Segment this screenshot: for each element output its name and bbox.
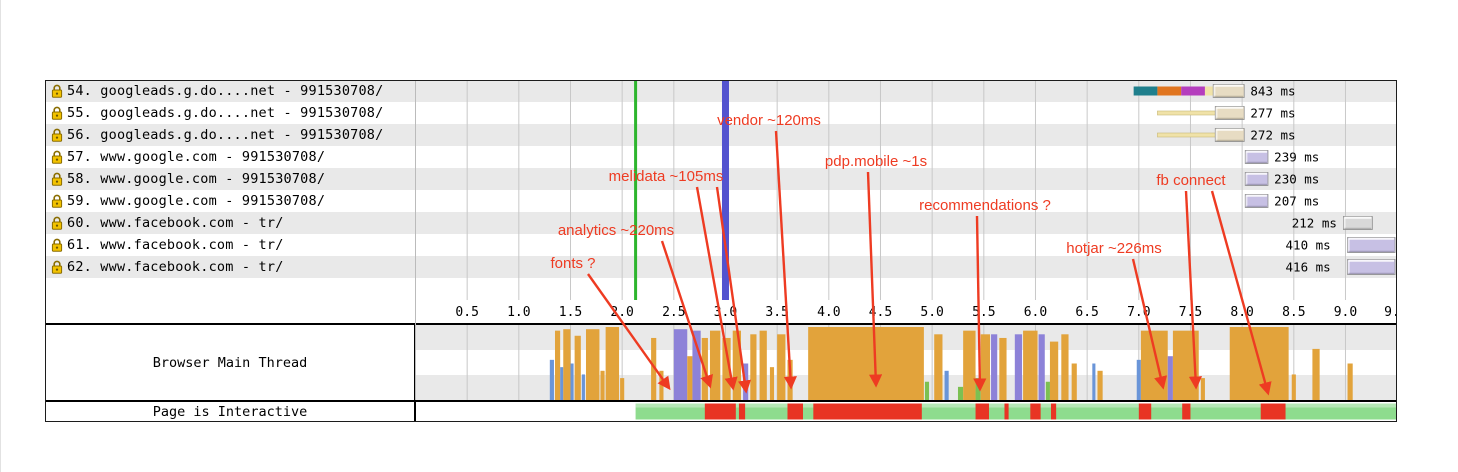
request-url-label: 58. www.google.com - 991530708/: [67, 171, 326, 187]
interactive-red-segment: [1260, 403, 1286, 420]
request-row[interactable]: 61. www.facebook.com - tr/: [46, 234, 1396, 256]
request-row[interactable]: 57. www.google.com - 991530708/: [46, 146, 1396, 168]
lock-icon: [51, 216, 63, 230]
request-url-label: 55. googleads.g.do....net - 991530708/: [67, 105, 384, 121]
main-thread-stripe: [416, 325, 1396, 350]
screen-edge-line: [0, 0, 1, 472]
request-row[interactable]: 58. www.google.com - 991530708/: [46, 168, 1396, 190]
page-is-interactive-label: Page is Interactive: [46, 402, 416, 421]
interactive-red-segment: [1182, 403, 1191, 420]
axis-tick-label: 0.5: [455, 305, 478, 320]
interactive-red-segment: [1030, 403, 1041, 420]
lock-icon: [51, 150, 63, 164]
lock-icon: [51, 84, 63, 98]
axis-tick-label: 7.0: [1127, 305, 1150, 320]
main-thread-separator: [45, 323, 1397, 325]
axis-tick-label: 5.0: [920, 305, 943, 320]
interactive-red-segment: [1050, 403, 1057, 420]
axis-tick-label: 9.: [1384, 305, 1400, 320]
request-url-label: 56. googleads.g.do....net - 991530708/: [67, 127, 384, 143]
interactive-red-segment: [813, 403, 922, 420]
request-row[interactable]: 56. googleads.g.do....net - 991530708/: [46, 124, 1396, 146]
request-row[interactable]: 59. www.google.com - 991530708/: [46, 190, 1396, 212]
request-url-label: 54. googleads.g.do....net - 991530708/: [67, 83, 384, 99]
request-row[interactable]: 55. googleads.g.do....net - 991530708/: [46, 102, 1396, 124]
lock-icon: [51, 128, 63, 142]
axis-tick-label: 3.5: [765, 305, 788, 320]
axis-tick-label: 2.5: [662, 305, 685, 320]
axis-tick-label: 9.0: [1334, 305, 1357, 320]
axis-tick-label: 1.5: [559, 305, 582, 320]
axis-tick-label: 1.0: [507, 305, 530, 320]
interactive-red-segment: [704, 403, 736, 420]
request-url-label: 57. www.google.com - 991530708/: [67, 149, 326, 165]
interactive-red-segment: [787, 403, 803, 420]
lock-icon: [51, 172, 63, 186]
request-url-label: 62. www.facebook.com - tr/: [67, 259, 284, 275]
axis-tick-label: 4.5: [869, 305, 892, 320]
browser-main-thread-label: Browser Main Thread: [46, 325, 416, 400]
axis-tick-label: 3.0: [714, 305, 737, 320]
request-url-label: 60. www.facebook.com - tr/: [67, 215, 284, 231]
lock-icon: [51, 238, 63, 252]
interactive-bar-highlight: [635, 403, 1397, 408]
lock-icon: [51, 106, 63, 120]
request-row[interactable]: 54. googleads.g.do....net - 991530708/: [46, 80, 1396, 102]
main-thread-stripe: [416, 375, 1396, 400]
request-url-label: 59. www.google.com - 991530708/: [67, 193, 326, 209]
axis-tick-label: 6.5: [1075, 305, 1098, 320]
axis-tick-label: 4.0: [817, 305, 840, 320]
axis-tick-label: 8.5: [1282, 305, 1305, 320]
axis-tick-label: 7.5: [1179, 305, 1202, 320]
interactive-red-segment: [1138, 403, 1152, 420]
interactive-red-segment: [738, 403, 746, 420]
interactive-red-segment: [975, 403, 989, 420]
axis-tick-label: 2.0: [610, 305, 633, 320]
lock-icon: [51, 194, 63, 208]
lock-icon: [51, 260, 63, 274]
request-row[interactable]: 60. www.facebook.com - tr/: [46, 212, 1396, 234]
request-row[interactable]: 62. www.facebook.com - tr/: [46, 256, 1396, 278]
interactive-base-bar: [635, 403, 1397, 420]
interactive-red-segment: [1004, 403, 1009, 420]
axis-tick-label: 8.0: [1230, 305, 1253, 320]
interactive-separator: [45, 400, 1397, 402]
axis-tick-label: 6.0: [1024, 305, 1047, 320]
axis-tick-label: 5.5: [972, 305, 995, 320]
request-url-label: 61. www.facebook.com - tr/: [67, 237, 284, 253]
